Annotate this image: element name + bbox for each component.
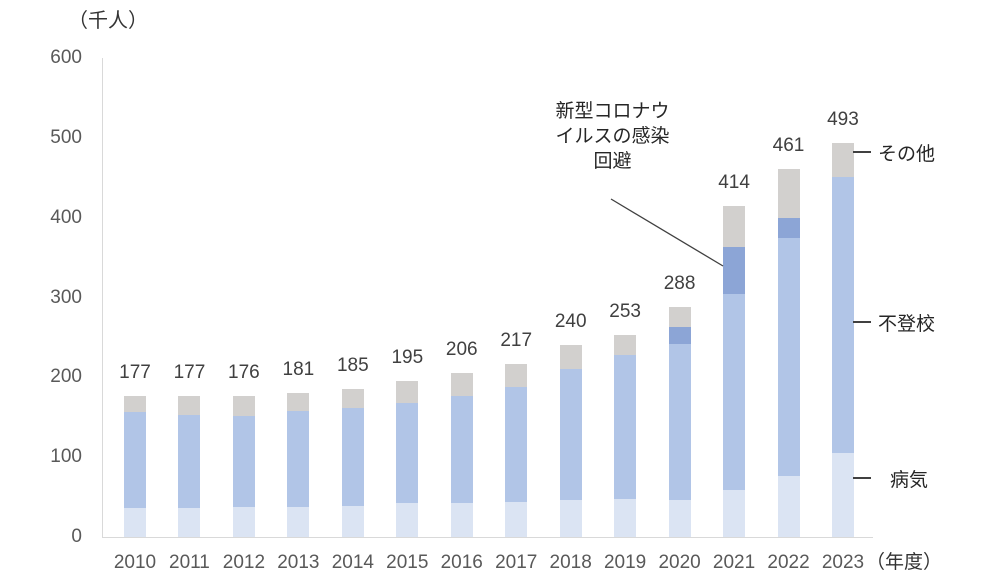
x-axis-label: 2018: [549, 552, 592, 573]
bar-segment-school-refusal: [559, 368, 582, 501]
legend-item-illness: 病気: [853, 467, 929, 491]
x-axis-label: 2014: [331, 552, 374, 573]
bar-segment-other: [614, 335, 637, 355]
bar-segment-other: [450, 372, 473, 396]
x-axis-line: [102, 537, 873, 538]
bar-segment-school-refusal: [124, 412, 146, 509]
bar-segment-other: [178, 395, 201, 415]
y-tick-label: 600: [50, 47, 82, 68]
bar-segment-illness: [450, 502, 473, 537]
x-axis-label: 2013: [277, 552, 320, 573]
legend-label: その他: [878, 143, 936, 165]
bar-segment-illness: [232, 506, 255, 537]
bar-total-label: 206: [445, 338, 478, 360]
bar-total-label: 217: [500, 329, 533, 351]
bar-segment-school-refusal: [232, 416, 255, 507]
bar-segment-covid-avoidance: [668, 327, 691, 344]
bar-segment-other: [559, 345, 582, 369]
bar-total-label: 181: [282, 358, 315, 380]
x-axis-label: 2010: [113, 552, 157, 573]
bar-total-label: 253: [609, 301, 641, 323]
x-axis-label: 2022: [767, 552, 810, 573]
bar-segment-other: [723, 206, 746, 248]
bar-segment-illness: [341, 505, 364, 537]
bar-segment-school-refusal: [668, 343, 691, 501]
x-axis-label: 2011: [169, 552, 210, 573]
bar-segment-school-refusal: [614, 354, 637, 500]
bar-segment-illness: [723, 489, 746, 537]
bar-segment-illness: [505, 501, 528, 537]
bar-segment-illness: [396, 503, 419, 537]
legend-label: 不登校: [878, 313, 936, 335]
bar-segment-school-refusal: [396, 402, 419, 504]
bar-total-label: 493: [827, 109, 859, 131]
bar-segment-school-refusal: [831, 176, 854, 454]
x-axis-label: 2020: [658, 552, 701, 573]
bar-segment-other: [341, 389, 364, 408]
legend-dash-icon: [853, 321, 871, 323]
bar-total-label: 288: [663, 273, 696, 295]
y-tick-label: 200: [50, 366, 82, 388]
x-axis-label: 2021: [712, 552, 756, 573]
bar-segment-school-refusal: [450, 395, 473, 503]
y-tick-label: 0: [71, 526, 82, 547]
bar-segment-school-refusal: [341, 407, 364, 506]
legend-dash-icon: [853, 477, 871, 479]
bar-total-label: 177: [173, 361, 206, 383]
y-tick-label: 500: [50, 126, 82, 148]
x-axis-label: 2017: [495, 552, 538, 573]
bar-total-label: 240: [554, 311, 587, 333]
x-axis-unit-label: （年度）: [866, 552, 943, 573]
bar-segment-other: [831, 143, 854, 177]
bar-segment-illness: [668, 500, 691, 537]
x-axis-label: 2015: [386, 552, 429, 573]
bar-segment-other: [232, 396, 255, 417]
x-axis-label: 2016: [440, 552, 483, 573]
bar-segment-covid-avoidance: [723, 247, 746, 295]
legend-item-other: その他: [853, 141, 936, 165]
bar-total-label: 195: [391, 347, 424, 369]
bar-segment-other: [124, 395, 146, 413]
bar-segment-covid-avoidance: [777, 218, 800, 238]
y-tick-label: 400: [50, 206, 82, 228]
bar-segment-illness: [559, 500, 582, 537]
bar-total-label: 176: [228, 362, 260, 384]
x-axis-label: 2019: [603, 552, 647, 573]
legend-item-school-refusal: 不登校: [853, 311, 936, 335]
bar-segment-other: [668, 307, 691, 328]
bar-segment-illness: [614, 499, 637, 537]
bar-segment-school-refusal: [178, 414, 201, 509]
legend-dash-icon: [853, 151, 871, 153]
annotation-line: 回避: [593, 151, 632, 172]
annotation-line: イルスの感染: [555, 126, 670, 147]
bar-segment-school-refusal: [287, 410, 310, 507]
bar-segment-school-refusal: [505, 386, 528, 502]
annotation-line: 新型コロナウ: [555, 101, 670, 122]
bar-total-label: 185: [336, 355, 369, 377]
bar-total-label: 177: [119, 361, 151, 383]
bar-segment-illness: [124, 508, 146, 537]
y-axis-unit-label: （千人）: [68, 10, 148, 32]
bar-total-label: 414: [718, 172, 750, 194]
bar-segment-illness: [777, 476, 800, 537]
bar-segment-illness: [831, 453, 854, 537]
bar-segment-school-refusal: [777, 237, 800, 477]
x-axis-label: 2012: [222, 552, 266, 573]
bar-segment-other: [396, 381, 419, 403]
bar-segment-illness: [178, 508, 201, 537]
bar-segment-other: [505, 363, 528, 387]
bar-segment-illness: [287, 506, 310, 537]
y-tick-label: 300: [50, 286, 82, 308]
bar-total-label: 461: [772, 134, 805, 156]
annotation-covid-avoidance: 新型コロナウ イルスの感染 回避: [520, 99, 705, 174]
legend-label: 病気: [890, 469, 929, 491]
x-axis-label: 2023: [821, 552, 865, 573]
bar-segment-school-refusal: [723, 294, 746, 490]
bar-segment-other: [777, 168, 800, 219]
bar-segment-other: [287, 392, 310, 411]
y-axis-line: [102, 58, 103, 538]
y-tick-label: 100: [50, 446, 82, 468]
